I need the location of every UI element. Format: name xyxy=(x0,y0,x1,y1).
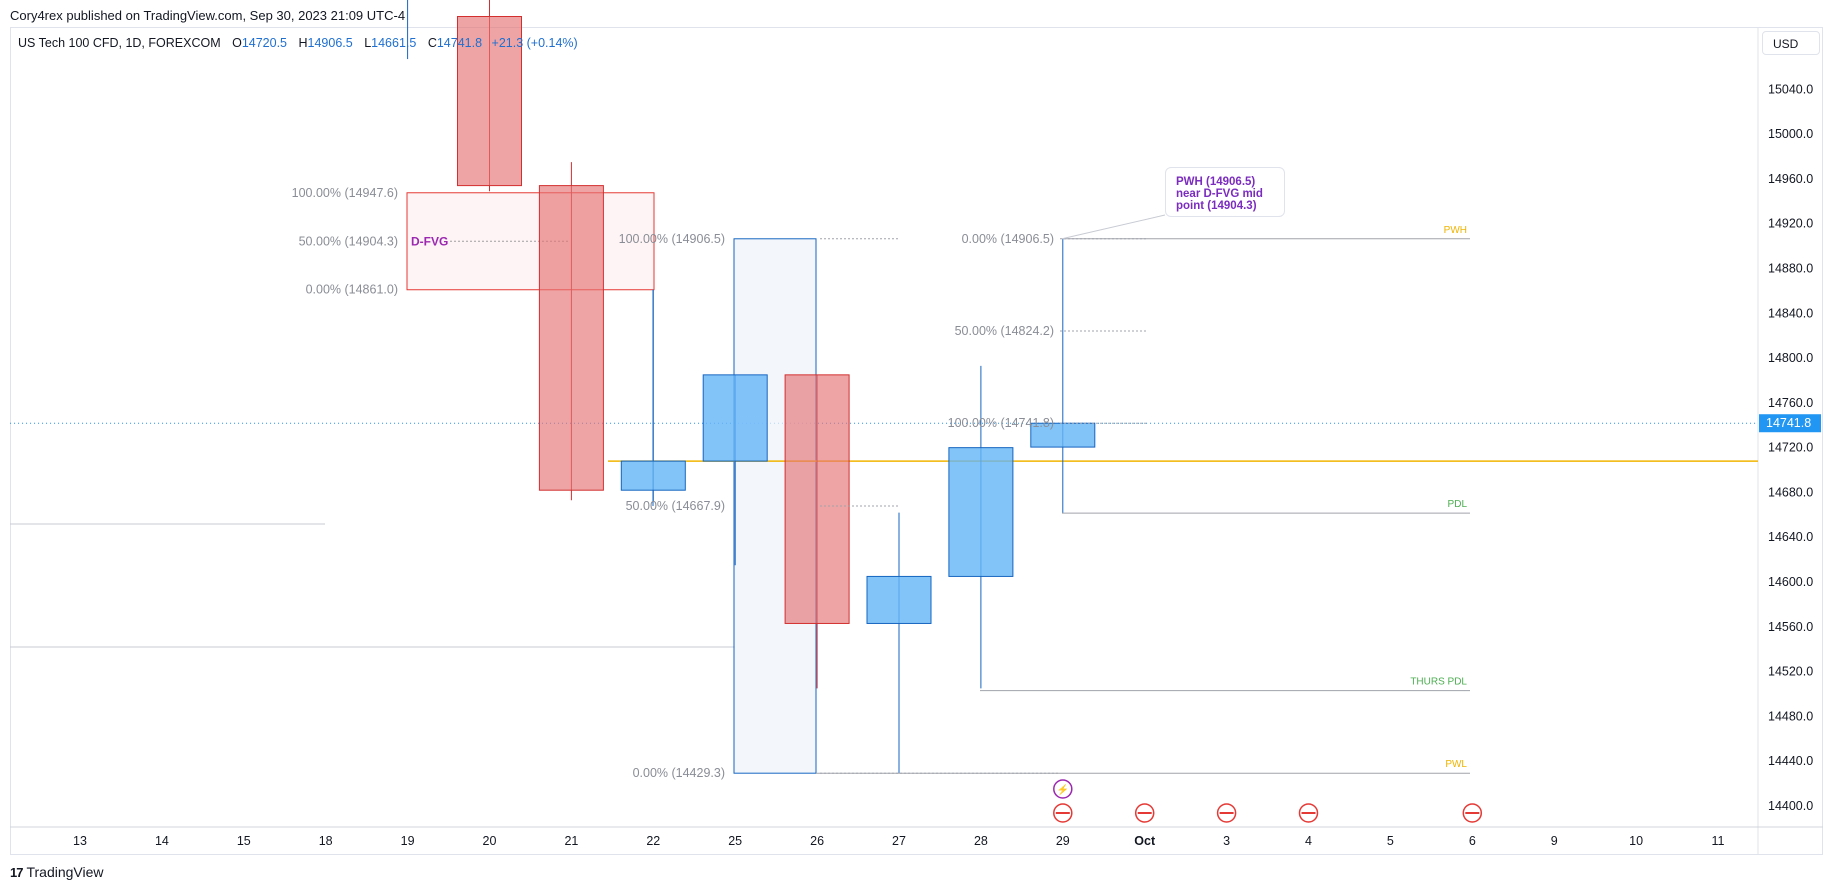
time-tick-label: 13 xyxy=(73,834,87,848)
time-tick-label: 5 xyxy=(1387,834,1394,848)
candle-body xyxy=(538,185,604,491)
tradingview-footer[interactable]: 17 TradingView xyxy=(10,864,104,880)
d-fvg-label: D-FVG xyxy=(411,234,448,248)
low-label: L xyxy=(364,36,372,50)
dividend-event-icon xyxy=(1053,779,1073,799)
time-tick-label: 26 xyxy=(810,834,824,848)
time-tick-label: 28 xyxy=(974,834,988,848)
time-tick-label: 20 xyxy=(483,834,497,848)
d-fvg-box xyxy=(406,192,655,291)
candle-body xyxy=(784,374,850,624)
fib-label: 100.00% (14741.8) xyxy=(948,416,1054,430)
note-line-3: point (14904.3) xyxy=(1176,200,1257,212)
time-tick-label: 6 xyxy=(1469,834,1476,848)
time-tick-label: 25 xyxy=(728,834,742,848)
time-tick-label: 4 xyxy=(1305,834,1312,848)
price-tick-label: 14680.0 xyxy=(1768,485,1813,499)
price-tick-label: 14480.0 xyxy=(1768,709,1813,723)
level-label: PWL xyxy=(1445,759,1467,770)
close-value: 14741.8 xyxy=(436,36,483,50)
change-value: +21.3 (+0.14%) xyxy=(491,36,578,50)
note-line-1: PWH (14906.5) xyxy=(1176,176,1256,188)
price-tick-label: 14960.0 xyxy=(1768,172,1813,186)
price-tick-label: 14640.0 xyxy=(1768,530,1813,544)
fib-label: 100.00% (14906.5) xyxy=(619,232,725,246)
low-value: 14661.5 xyxy=(371,36,417,50)
fib-label: 50.00% (14667.9) xyxy=(626,499,725,513)
candle-body xyxy=(457,16,522,187)
candle-body xyxy=(948,447,1014,577)
fib-label: 50.00% (14904.3) xyxy=(299,234,398,248)
time-tick-label: 18 xyxy=(319,834,333,848)
time-tick-label: 9 xyxy=(1551,834,1558,848)
tradingview-logo-icon: 17 xyxy=(10,864,24,880)
time-tick-label: 19 xyxy=(401,834,415,848)
time-tick-label: 11 xyxy=(1712,834,1725,848)
price-tick-label: 14440.0 xyxy=(1768,754,1813,768)
price-tick-label: 14400.0 xyxy=(1768,799,1813,813)
tradingview-brand: TradingView xyxy=(26,864,104,880)
price-tick-label: 14920.0 xyxy=(1768,217,1813,231)
time-tick-label: 15 xyxy=(237,834,251,848)
level-label: PDL xyxy=(1448,499,1468,510)
last-price-tag xyxy=(1759,414,1821,433)
annotation-note[interactable]: PWH (14906.5) near D-FVG mid point (1490… xyxy=(1165,167,1285,217)
level-label: THURS PDL xyxy=(1410,677,1467,688)
currency-selector[interactable]: USD xyxy=(1762,31,1820,55)
note-callout-line xyxy=(1061,214,1166,240)
symbol-name[interactable]: US Tech 100 CFD, 1D, FOREXCOM xyxy=(18,36,221,50)
price-tick-label: 14520.0 xyxy=(1768,665,1813,679)
close-label: C xyxy=(427,36,437,50)
chart-frame[interactable] xyxy=(10,27,1823,855)
time-tick-label: 22 xyxy=(646,834,660,848)
symbol-legend[interactable]: US Tech 100 CFD, 1D, FOREXCOM O14720.5 H… xyxy=(18,36,578,50)
lightning-icon: ⚡ xyxy=(1057,783,1069,796)
price-tick-label: 14760.0 xyxy=(1768,396,1813,410)
time-tick-label: 21 xyxy=(564,834,578,848)
high-label: H xyxy=(298,36,308,50)
fib-label: 0.00% (14906.5) xyxy=(962,232,1054,246)
price-tick-label: 15000.0 xyxy=(1768,127,1813,141)
price-tick-label: 14880.0 xyxy=(1768,261,1813,275)
time-tick-label: 29 xyxy=(1056,834,1070,848)
candle-body xyxy=(620,460,686,491)
price-tick-label: 14560.0 xyxy=(1768,620,1813,634)
time-tick-label: 10 xyxy=(1629,834,1643,848)
price-tick-label: 14840.0 xyxy=(1768,306,1813,320)
time-tick-label: 27 xyxy=(892,834,906,848)
price-tick-label: 14800.0 xyxy=(1768,351,1813,365)
price-tick-label: 14600.0 xyxy=(1768,575,1813,589)
last-price-tag-label: 14741.8 xyxy=(1766,416,1811,430)
candle-body xyxy=(1030,422,1096,448)
open-label: O xyxy=(232,36,242,50)
fib-label: 50.00% (14824.2) xyxy=(955,324,1054,338)
price-tick-label: 15040.0 xyxy=(1768,82,1813,96)
high-value: 14906.5 xyxy=(307,36,353,50)
candle-body xyxy=(702,374,768,462)
time-tick-label: Oct xyxy=(1134,834,1156,848)
fib-label: 100.00% (14947.6) xyxy=(292,186,398,200)
time-tick-label: 3 xyxy=(1223,834,1230,848)
open-value: 14720.5 xyxy=(241,36,288,50)
note-line-2: near D-FVG mid xyxy=(1176,188,1263,200)
fib-label: 0.00% (14429.3) xyxy=(633,766,725,780)
time-tick-label: 14 xyxy=(155,834,169,848)
fib-label: 0.00% (14861.0) xyxy=(306,283,398,297)
publisher-info: Cory4rex published on TradingView.com, S… xyxy=(10,8,406,23)
level-label: PWH xyxy=(1444,225,1467,236)
price-tick-label: 14720.0 xyxy=(1768,441,1813,455)
candle-body xyxy=(866,575,932,624)
